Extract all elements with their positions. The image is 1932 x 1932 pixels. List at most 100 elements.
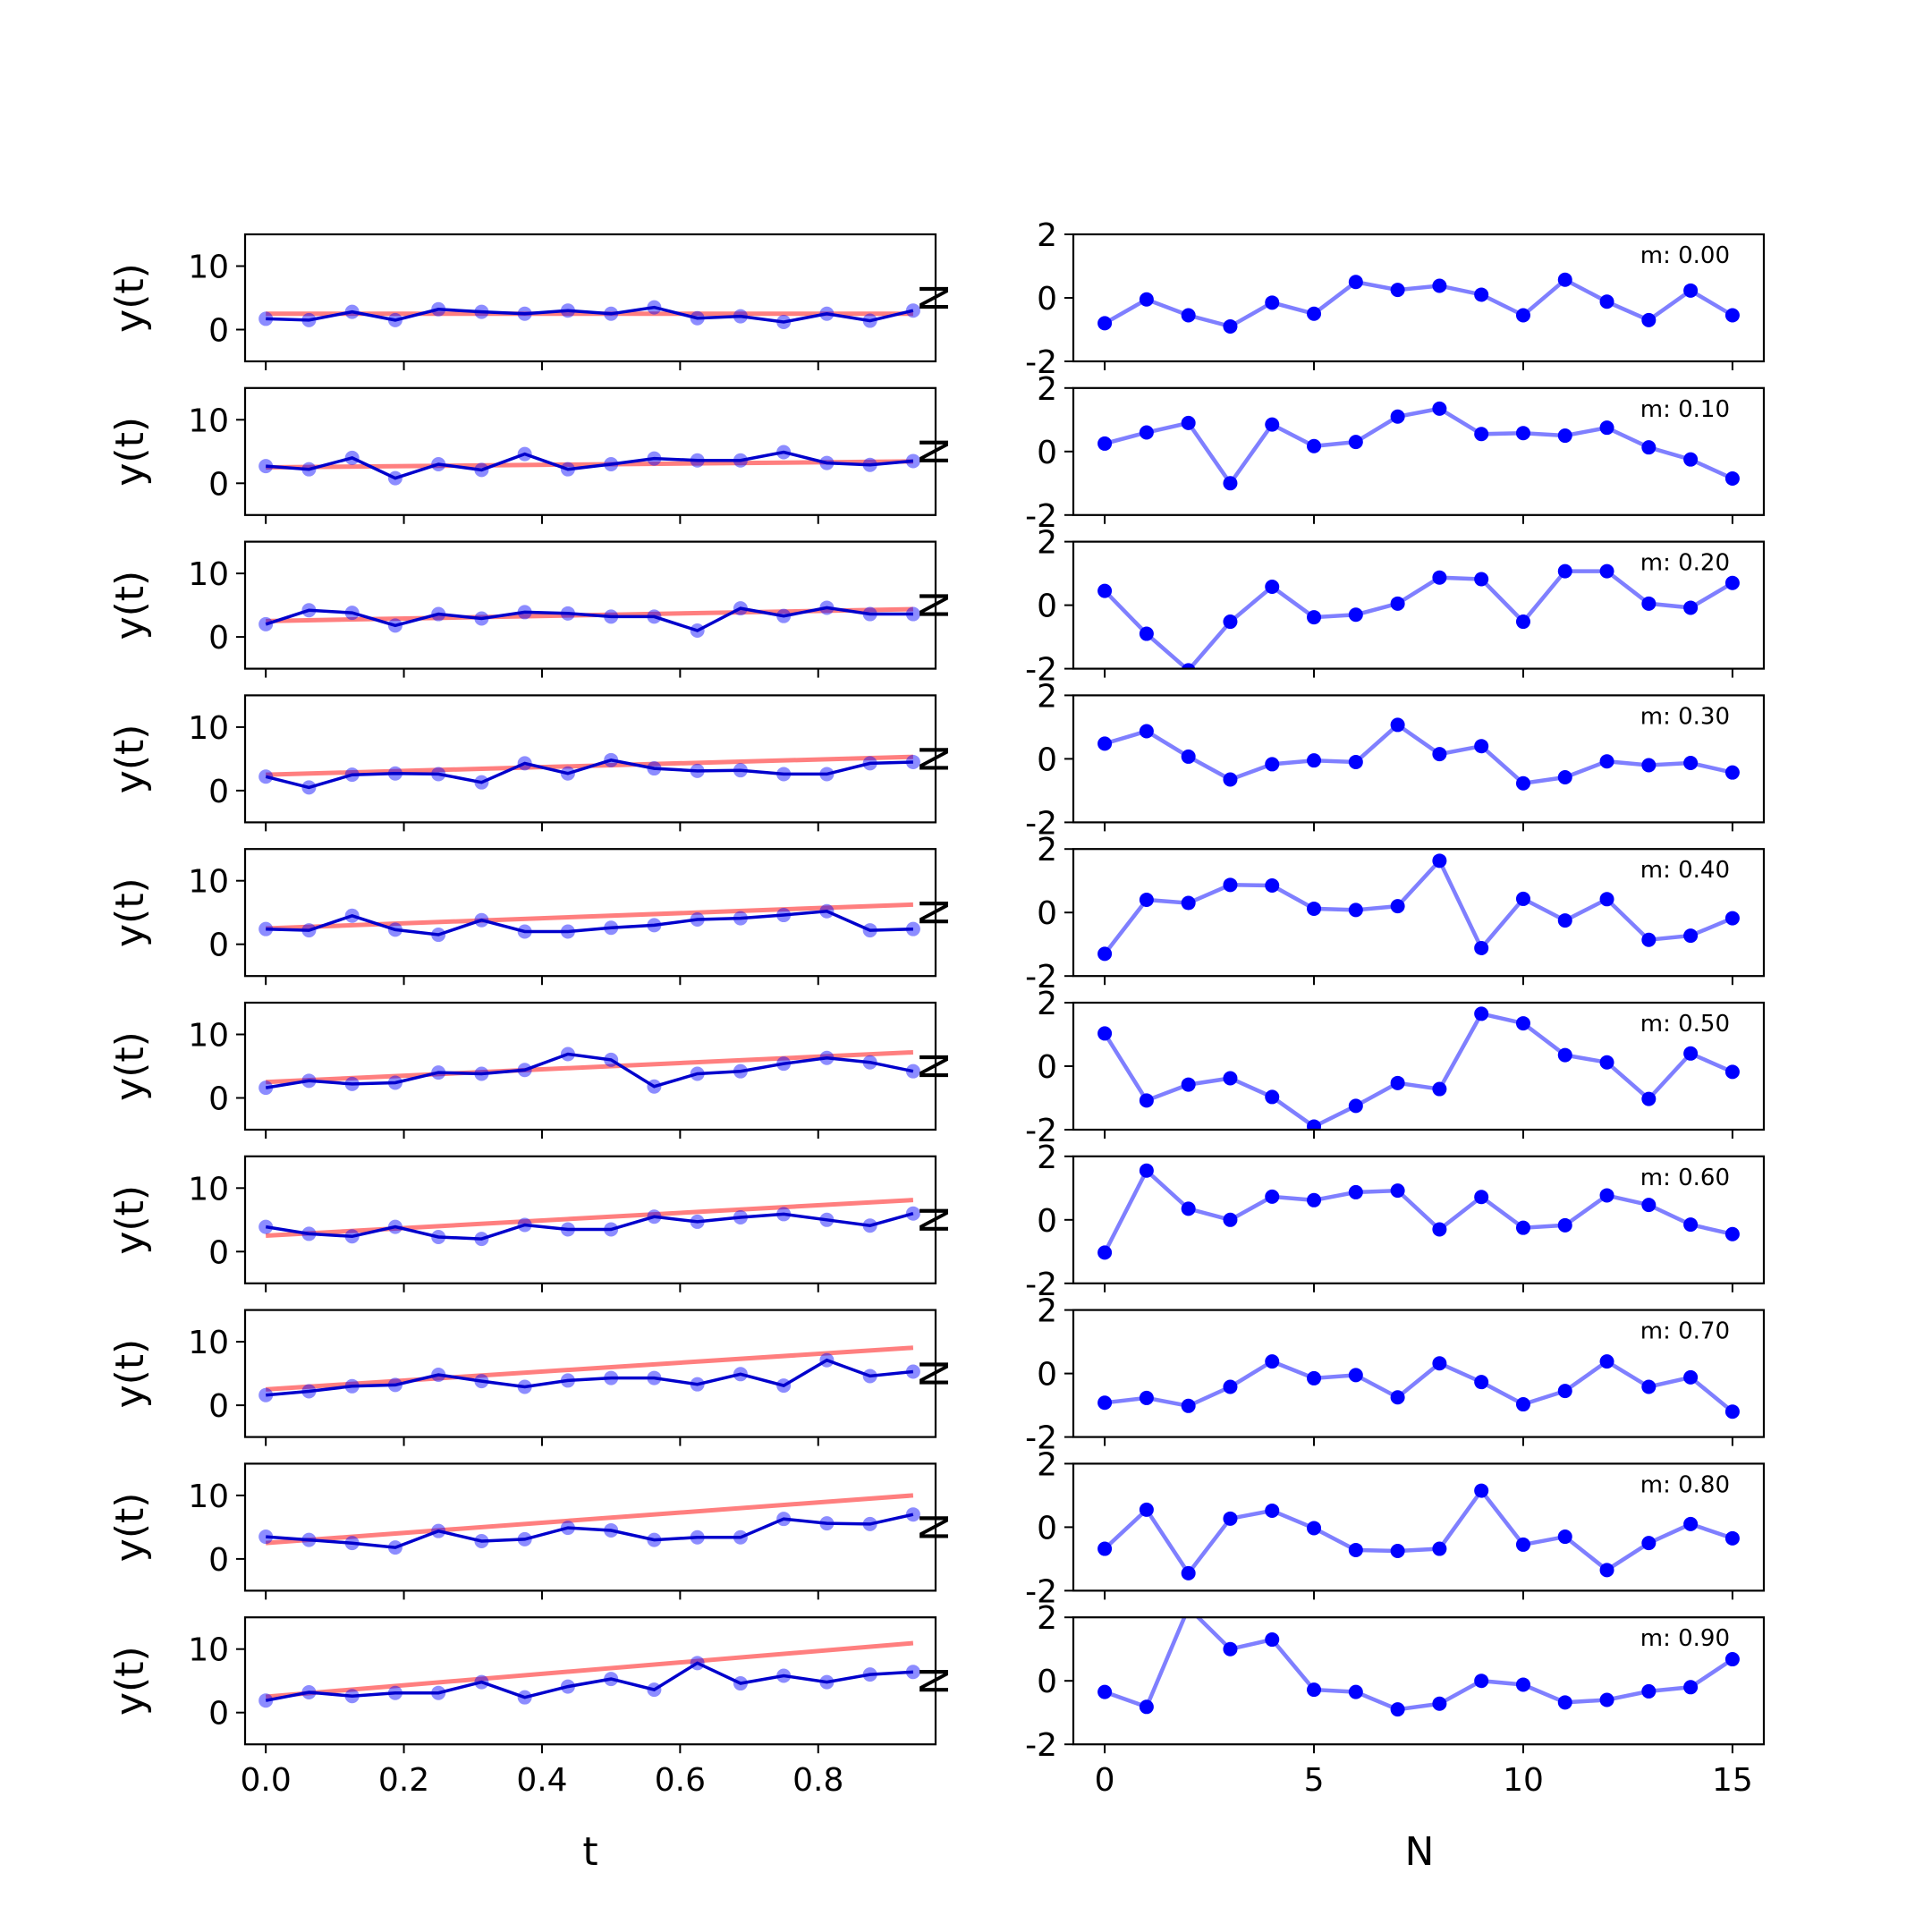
y-tick-label: 10 [188, 556, 229, 593]
noise-point [1432, 1696, 1447, 1711]
noise-point [1515, 775, 1530, 791]
noise-point [1390, 1183, 1405, 1199]
noise-point [1641, 596, 1657, 611]
y-tick-label: 0 [1037, 741, 1057, 778]
data-line [265, 1212, 914, 1241]
noise-point [1390, 1702, 1405, 1717]
right-x-axis-label: N [1405, 1829, 1435, 1875]
noise-point [1223, 1641, 1238, 1657]
noise-point [1097, 946, 1113, 962]
right-subplot-3: N -2 0 2 m: 0.30 [912, 678, 1766, 842]
fit-line [266, 1049, 914, 1085]
noise-point [1724, 470, 1740, 486]
x-tick-label: 0.0 [241, 1762, 292, 1799]
y-tick-label: -2 [1025, 1113, 1057, 1149]
noise-point [1474, 572, 1489, 587]
data-point [258, 769, 274, 784]
right-subplot-6: N -2 0 2 m: 0.60 [912, 1140, 1766, 1303]
noise-point [1724, 1226, 1740, 1241]
noise-point [1307, 901, 1322, 916]
noise-point [1515, 1220, 1530, 1235]
noise-point [1683, 1516, 1699, 1531]
left-y-axis-label: y(t) [107, 571, 153, 640]
noise-point [1599, 1188, 1614, 1203]
fit-line [265, 1493, 914, 1546]
left-axes-frame [243, 233, 937, 363]
m-annotation: m: 0.20 [1640, 550, 1730, 577]
noise-point [1599, 1055, 1614, 1070]
data-point [905, 921, 920, 936]
noise-point [1307, 610, 1322, 625]
noise-line [1104, 1359, 1734, 1413]
noise-point [1097, 1684, 1113, 1699]
data-point [258, 1530, 274, 1545]
noise-point [1390, 1390, 1405, 1405]
noise-point [1557, 564, 1572, 579]
y-tick-label: 2 [1037, 986, 1057, 1022]
noise-point [1683, 283, 1699, 298]
noise-point [1683, 452, 1699, 467]
left-axes-frame [243, 386, 937, 516]
noise-point [1683, 1369, 1699, 1385]
y-tick-label: 0 [1037, 1664, 1057, 1700]
noise-point [1641, 1091, 1657, 1106]
noise-point [1223, 1212, 1238, 1227]
right-y-axis-label: N [912, 898, 958, 928]
y-tick-label: 0 [1037, 895, 1057, 932]
y-tick-label: -2 [1025, 1573, 1057, 1610]
noise-point [1432, 570, 1447, 585]
noise-point [1348, 1542, 1363, 1557]
noise-point [1599, 564, 1614, 579]
x-tick-label: 0.4 [516, 1762, 567, 1799]
noise-point [1181, 895, 1196, 911]
noise-line [1103, 277, 1734, 329]
noise-point [1432, 1081, 1447, 1097]
right-subplot-4: N -2 0 2 m: 0.40 [912, 832, 1766, 996]
data-line [265, 1661, 914, 1702]
left-axes-frame [243, 694, 937, 824]
data-point [905, 1665, 920, 1680]
noise-point [1307, 306, 1322, 321]
noise-line [1104, 1617, 1734, 1712]
noise-point [1139, 425, 1154, 440]
fit-line [266, 902, 914, 931]
right-subplot-7: N -2 0 2 m: 0.70 [912, 1293, 1766, 1457]
noise-point [1265, 1189, 1280, 1204]
noise-point [1724, 1530, 1740, 1546]
right-y-axis-label: N [912, 1359, 958, 1388]
noise-point [1557, 1047, 1572, 1063]
noise-point [1390, 1075, 1405, 1090]
noise-line [1103, 857, 1733, 955]
noise-point [1641, 1536, 1657, 1551]
fit-line [265, 1345, 914, 1392]
y-tick-label: 0 [1037, 281, 1057, 318]
noise-point [1557, 428, 1572, 444]
noise-point [1474, 940, 1489, 955]
y-tick-label: 0 [1037, 1203, 1057, 1240]
noise-point [1641, 758, 1657, 773]
y-tick-label: 0 [208, 1542, 229, 1579]
data-point [258, 1080, 274, 1096]
noise-point [1265, 1503, 1280, 1518]
data-point [905, 1507, 920, 1522]
x-tick-label: 10 [1503, 1762, 1544, 1799]
noise-point [1557, 769, 1572, 784]
y-tick-label: 10 [188, 1018, 229, 1055]
data-line [266, 450, 914, 480]
left-axes-frame [243, 1616, 937, 1746]
noise-point [1515, 426, 1530, 441]
y-tick-label: 2 [1037, 217, 1057, 254]
left-y-axis-label: y(t) [107, 263, 153, 333]
noise-point [1432, 747, 1447, 762]
left-subplot-5: y(t) 0 10 [107, 1001, 937, 1139]
noise-point [1683, 1680, 1699, 1695]
right-subplot-0: N -2 0 2 m: 0.00 [912, 217, 1766, 381]
noise-point [1223, 614, 1238, 630]
noise-point [1599, 892, 1614, 907]
noise-point [1139, 1163, 1154, 1178]
noise-point [1265, 1632, 1280, 1648]
noise-point [1683, 1217, 1699, 1233]
noise-point [1683, 1046, 1699, 1061]
noise-point [1265, 580, 1280, 595]
data-line [266, 910, 913, 936]
